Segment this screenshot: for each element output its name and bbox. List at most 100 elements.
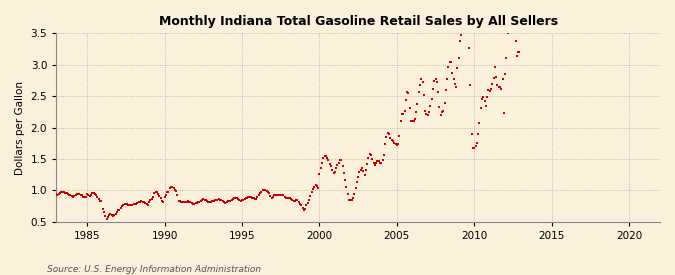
Point [271, 193, 282, 197]
Point [287, 198, 298, 203]
Point [448, 77, 459, 81]
Point [491, 75, 502, 79]
Point [130, 201, 140, 206]
Point [437, 110, 448, 115]
Point [254, 191, 265, 196]
Point [80, 195, 91, 199]
Point [264, 191, 275, 196]
Point [290, 199, 300, 203]
Point [167, 185, 178, 189]
Point [396, 119, 406, 123]
Point [363, 156, 374, 161]
Point [207, 199, 218, 203]
Point [182, 199, 193, 203]
Point [368, 161, 379, 166]
Point [253, 193, 264, 197]
Point [492, 82, 503, 87]
Point [144, 199, 155, 204]
Point [65, 193, 76, 197]
Point [223, 199, 234, 203]
Point [516, 16, 527, 20]
Point [83, 192, 94, 197]
Point [137, 199, 148, 204]
Point [73, 192, 84, 196]
Point [346, 197, 357, 202]
Point [416, 77, 427, 81]
Point [383, 132, 394, 137]
Point [111, 210, 122, 214]
Point [513, 49, 524, 54]
Point [122, 202, 132, 206]
Point [332, 163, 343, 167]
Point [348, 196, 358, 200]
Point [514, 49, 524, 54]
Point [176, 199, 187, 204]
Point [163, 189, 174, 194]
Point [256, 190, 267, 194]
Point [489, 65, 500, 70]
Point [352, 179, 362, 184]
Point [186, 201, 197, 205]
Point [367, 157, 378, 161]
Point [69, 194, 80, 198]
Point [216, 198, 227, 203]
Point [425, 104, 436, 108]
Point [66, 194, 77, 198]
Point [246, 195, 256, 199]
Point [311, 184, 322, 188]
Point [248, 196, 259, 201]
Point [300, 207, 310, 211]
Point [379, 152, 389, 157]
Point [117, 204, 128, 208]
Point [418, 93, 429, 97]
Point [240, 196, 251, 201]
Point [234, 198, 245, 203]
Point [302, 201, 313, 205]
Point [474, 120, 485, 125]
Point [59, 190, 70, 194]
Point [96, 199, 107, 203]
Point [87, 191, 98, 196]
Point [404, 106, 415, 110]
Point [452, 66, 463, 70]
Point [417, 80, 428, 84]
Point [265, 194, 276, 198]
Point [70, 192, 81, 197]
Point [141, 202, 152, 206]
Point [229, 196, 240, 200]
Point [219, 200, 230, 204]
Point [150, 189, 161, 194]
Point [407, 119, 418, 123]
Point [377, 158, 388, 162]
Point [414, 83, 425, 88]
Point [310, 183, 321, 187]
Point [477, 97, 487, 101]
Point [380, 142, 391, 146]
Point [140, 201, 151, 205]
Point [284, 196, 295, 201]
Point [105, 212, 116, 216]
Point [79, 195, 90, 199]
Point [483, 88, 494, 93]
Point [369, 162, 380, 167]
Point [314, 172, 325, 176]
Point [274, 193, 285, 197]
Point [427, 86, 438, 91]
Point [153, 192, 163, 196]
Point [165, 184, 176, 189]
Point [115, 206, 126, 210]
Point [451, 85, 462, 90]
Point [439, 101, 450, 105]
Point [55, 191, 65, 195]
Point [148, 195, 159, 199]
Point [426, 97, 437, 101]
Point [294, 199, 304, 204]
Point [397, 112, 408, 117]
Point [213, 197, 224, 201]
Point [390, 142, 401, 146]
Point [252, 195, 263, 199]
Point [501, 56, 512, 61]
Point [278, 193, 289, 197]
Point [466, 132, 477, 136]
Point [317, 161, 327, 166]
